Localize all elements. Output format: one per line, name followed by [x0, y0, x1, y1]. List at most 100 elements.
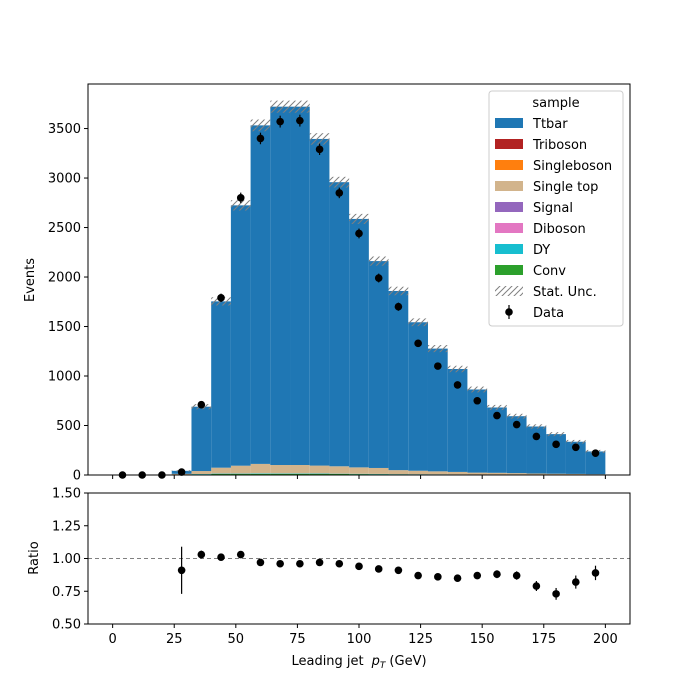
bar-ttbar-14 — [388, 290, 409, 471]
bar-ttbar-20 — [506, 416, 527, 474]
data-point-24 — [591, 449, 600, 458]
ratio-point-4 — [256, 558, 265, 567]
main-ytick-label-4: 2000 — [48, 271, 81, 286]
xlabel-main: Leading jet — [291, 654, 363, 669]
stat-unc-band-11 — [329, 176, 350, 188]
xlabel-unit: (GeV) — [389, 654, 426, 669]
ratio-point-16 — [493, 570, 501, 579]
bar-single-top-16 — [427, 471, 448, 475]
legend-swatch-ttbar — [495, 118, 523, 128]
legend-swatch-signal — [495, 202, 523, 212]
bar-ttbar-11 — [329, 182, 350, 467]
data-point-20 — [512, 420, 521, 429]
legend-label-conv: Conv — [533, 264, 566, 279]
bar-single-top-21 — [526, 473, 547, 475]
main-y-axis-label: Events — [23, 258, 38, 302]
stat-unc-band-20 — [506, 413, 527, 419]
legend-swatch-triboson — [495, 139, 523, 149]
main-ytick-label-1: 500 — [56, 419, 81, 434]
stat-unc-band-8 — [270, 100, 291, 113]
legend-label-singleboson: Singleboson — [533, 159, 612, 174]
legend-label-triboson: Triboson — [532, 138, 587, 153]
ratio-point-17 — [512, 571, 521, 580]
stat-unc-band-22 — [546, 432, 566, 437]
bar-single-top-19 — [487, 472, 507, 475]
data-point-9 — [296, 116, 304, 125]
bar-ttbar-8 — [270, 106, 291, 466]
ratio-point-10 — [374, 565, 383, 573]
stat-unc-band-19 — [487, 404, 507, 411]
main-y-ticks: 0 500 1000 1500 2000 2500 3000 3500 — [48, 122, 88, 484]
legend-swatch-singleboson — [495, 160, 523, 170]
bar-ttbar-18 — [467, 389, 488, 473]
stat-unc-band-21 — [526, 424, 547, 429]
stat-unc-band-18 — [467, 386, 488, 393]
ratio-xtick-label-1: 25 — [166, 632, 183, 647]
legend-label-single-top: Single top — [533, 180, 598, 195]
data-point-22 — [552, 440, 560, 449]
ratio-xtick-label-5: 125 — [408, 632, 433, 647]
data-point-8 — [276, 117, 284, 126]
bar-single-top-14 — [388, 470, 409, 475]
legend-swatch-stat-unc — [495, 286, 523, 296]
ratio-y-ticks: 0.50 0.75 1.00 1.25 1.50 — [52, 487, 88, 633]
bar-ttbar-15 — [408, 322, 428, 471]
bar-conv-10 — [309, 473, 330, 475]
data-point-19 — [493, 411, 501, 420]
bar-single-top-18 — [467, 472, 488, 475]
main-ytick-label-3: 1500 — [48, 320, 81, 335]
ratio-point-7 — [315, 558, 324, 567]
data-point-4 — [197, 400, 206, 409]
ratio-point-2 — [217, 553, 225, 561]
bar-single-top-10 — [309, 465, 330, 474]
ratio-point-19 — [552, 590, 560, 598]
bar-ttbar-22 — [546, 434, 566, 474]
ratio-xtick-label-6: 150 — [470, 632, 495, 647]
data-point-11 — [335, 189, 344, 197]
xlabel-var: p — [371, 654, 380, 669]
bar-single-top-13 — [368, 467, 389, 474]
data-point-21 — [532, 432, 541, 441]
legend-swatch-single-top — [495, 181, 523, 191]
bar-ttbar-7 — [250, 125, 271, 464]
stat-unc-band-13 — [368, 256, 389, 266]
legend-title: sample — [532, 96, 579, 111]
ratio-ytick-label-2: 1.00 — [52, 552, 81, 567]
stat-unc-band-10 — [309, 133, 330, 145]
bar-single-top-11 — [329, 466, 350, 474]
stat-unc-band-9 — [290, 100, 310, 113]
main-ytick-label-5: 2500 — [48, 221, 81, 236]
main-data-points — [118, 114, 600, 479]
ratio-plot-frame — [87, 492, 631, 625]
ratio-xtick-label-7: 175 — [531, 632, 556, 647]
ratio-point-5 — [276, 559, 284, 568]
bar-ttbar-10 — [309, 138, 330, 466]
data-point-3 — [177, 468, 186, 476]
main-ytick-label-0: 0 — [73, 469, 81, 484]
stat-unc-band-6 — [230, 200, 251, 211]
ratio-point-9 — [355, 562, 363, 571]
ratio-x-axis-label: Leading jet pT (GeV) — [291, 654, 426, 671]
main-ytick-label-7: 3500 — [48, 122, 81, 137]
data-point-13 — [374, 274, 383, 282]
bar-conv-7 — [250, 473, 271, 475]
stat-unc-band-23 — [565, 439, 586, 444]
stat-unc-band-7 — [250, 119, 271, 132]
bar-single-top-8 — [270, 465, 291, 474]
ratio-point-6 — [296, 559, 304, 568]
ratio-point-3 — [236, 550, 245, 559]
data-point-10 — [315, 145, 324, 154]
bar-single-top-12 — [349, 467, 369, 474]
bar-single-top-17 — [447, 471, 468, 475]
bar-ttbar-6 — [230, 205, 251, 466]
ratio-point-11 — [394, 566, 403, 575]
bar-conv-9 — [290, 473, 310, 475]
ratio-point-18 — [532, 582, 541, 590]
ratio-point-14 — [453, 574, 462, 582]
bar-ttbar-9 — [290, 106, 310, 466]
bar-single-top-9 — [290, 465, 310, 474]
ratio-point-13 — [434, 573, 442, 581]
bar-conv-8 — [270, 473, 291, 475]
data-point-6 — [236, 194, 245, 202]
